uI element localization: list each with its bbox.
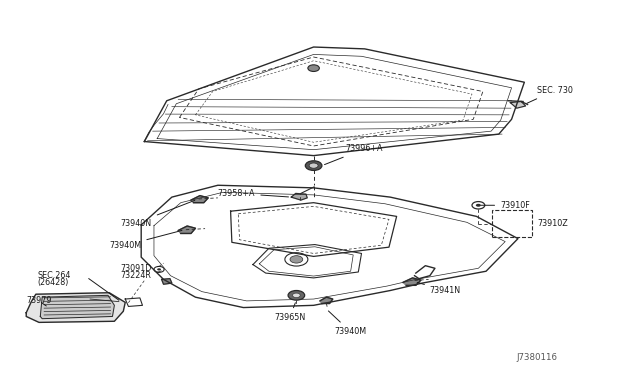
Text: 73996+A: 73996+A: [324, 144, 383, 164]
Polygon shape: [40, 295, 115, 319]
Text: SEC. 730: SEC. 730: [527, 86, 573, 103]
Circle shape: [308, 65, 319, 71]
Polygon shape: [26, 293, 125, 323]
Circle shape: [476, 204, 481, 207]
Circle shape: [305, 161, 322, 170]
Text: 73940M: 73940M: [328, 311, 366, 336]
Text: (26428): (26428): [38, 278, 69, 287]
Text: 73091D: 73091D: [121, 264, 159, 273]
Polygon shape: [191, 196, 208, 203]
Text: 73958+A: 73958+A: [218, 189, 289, 198]
Circle shape: [157, 268, 161, 270]
Text: SEC.264: SEC.264: [38, 271, 71, 280]
Bar: [492, 211, 532, 237]
Polygon shape: [291, 193, 307, 200]
Text: 73910F: 73910F: [481, 201, 530, 210]
Polygon shape: [510, 102, 525, 108]
Circle shape: [288, 291, 305, 300]
Text: 73940M: 73940M: [109, 230, 182, 250]
Circle shape: [292, 293, 300, 298]
Polygon shape: [178, 226, 195, 234]
Circle shape: [309, 163, 318, 168]
Text: 73940N: 73940N: [121, 201, 195, 228]
Text: 73965N: 73965N: [274, 303, 305, 322]
Circle shape: [290, 256, 303, 263]
Text: J7380116: J7380116: [516, 353, 557, 362]
Text: 73941N: 73941N: [417, 282, 461, 295]
Polygon shape: [320, 297, 333, 304]
Polygon shape: [403, 278, 421, 285]
Text: 73979: 73979: [26, 296, 52, 306]
Text: 73224R: 73224R: [121, 271, 159, 280]
Text: 73910Z: 73910Z: [537, 219, 568, 228]
Polygon shape: [162, 279, 172, 284]
